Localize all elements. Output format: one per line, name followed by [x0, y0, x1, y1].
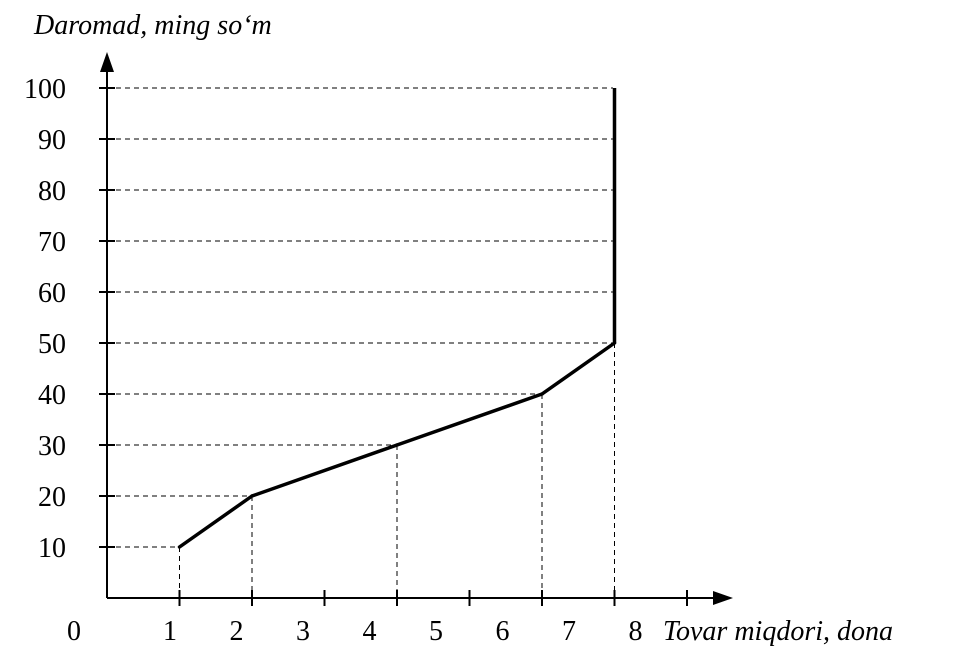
x-tick-label-4: 4	[363, 616, 377, 647]
x-tick-label-7: 7	[562, 616, 576, 647]
series-segment-2	[250, 443, 399, 498]
x-tick-label-1: 1	[163, 616, 177, 647]
x-axis-arrow	[713, 591, 733, 605]
x-tick-label-5: 5	[429, 616, 443, 647]
y-tick-label-60: 60	[38, 278, 66, 309]
y-tick-label-90: 90	[38, 125, 66, 156]
x-ticks: 1 2 3 4 5 6 7 8	[163, 590, 688, 647]
y-axis-title: Daromad, ming so‘m	[33, 10, 272, 41]
y-tick-label-30: 30	[38, 431, 66, 462]
grid-lines	[107, 87, 613, 548]
series-segment-1	[177, 494, 254, 549]
origin-label: 0	[67, 616, 81, 647]
y-tick-label-40: 40	[38, 380, 66, 411]
y-tick-label-20: 20	[38, 482, 66, 513]
x-tick-label-2: 2	[230, 616, 244, 647]
y-tick-label-50: 50	[38, 329, 66, 360]
y-tick-label-100: 100	[24, 74, 66, 105]
reference-dashes	[179, 343, 615, 598]
y-tick-label-10: 10	[38, 533, 66, 564]
x-tick-label-6: 6	[496, 616, 510, 647]
x-axis-title: Tovar miqdori, dona	[663, 616, 893, 647]
series-segment-3	[395, 392, 544, 447]
axes	[100, 52, 733, 605]
series-line	[177, 88, 617, 549]
y-ticks: 10 20 30 40 50 60 70 80 90 100	[24, 74, 115, 564]
x-tick-label-3: 3	[296, 616, 310, 647]
y-tick-label-80: 80	[38, 176, 66, 207]
y-axis-arrow	[100, 52, 114, 72]
y-tick-label-70: 70	[38, 227, 66, 258]
x-tick-label-8: 8	[629, 616, 643, 647]
series-segment-4	[540, 341, 617, 396]
